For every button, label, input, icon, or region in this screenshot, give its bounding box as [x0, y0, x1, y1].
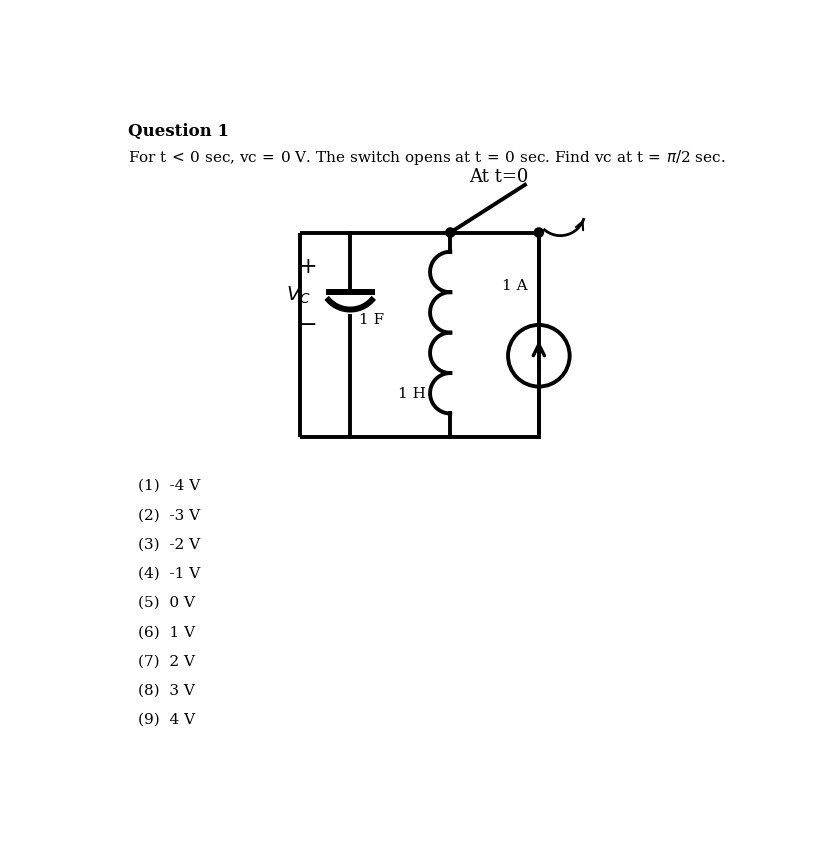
- Text: (7)  2 V: (7) 2 V: [138, 655, 195, 668]
- Text: For t$\,<\,$0 sec, vc$\,=\,$0 V. The switch opens at t$\,=\,$0 sec. Find vc at t: For t$\,<\,$0 sec, vc$\,=\,$0 V. The swi…: [129, 148, 726, 167]
- Text: (8)  3 V: (8) 3 V: [138, 684, 195, 698]
- Text: +: +: [299, 256, 317, 278]
- Text: (3)  -2 V: (3) -2 V: [138, 538, 200, 551]
- Text: $V_C$: $V_C$: [287, 285, 311, 307]
- Text: 1 A: 1 A: [502, 280, 527, 293]
- Text: 1 H: 1 H: [398, 387, 426, 401]
- Text: −: −: [299, 314, 317, 336]
- Text: (9)  4 V: (9) 4 V: [138, 713, 195, 727]
- Text: Question 1: Question 1: [129, 123, 230, 141]
- Text: (2)  -3 V: (2) -3 V: [138, 508, 200, 523]
- Text: (6)  1 V: (6) 1 V: [138, 625, 195, 639]
- Text: (4)  -1 V: (4) -1 V: [138, 567, 201, 581]
- Circle shape: [446, 228, 455, 237]
- Text: (5)  0 V: (5) 0 V: [138, 596, 195, 610]
- Text: (1)  -4 V: (1) -4 V: [138, 479, 201, 493]
- Circle shape: [534, 228, 544, 237]
- Text: At t=0: At t=0: [470, 168, 529, 186]
- Text: 1 F: 1 F: [360, 313, 384, 327]
